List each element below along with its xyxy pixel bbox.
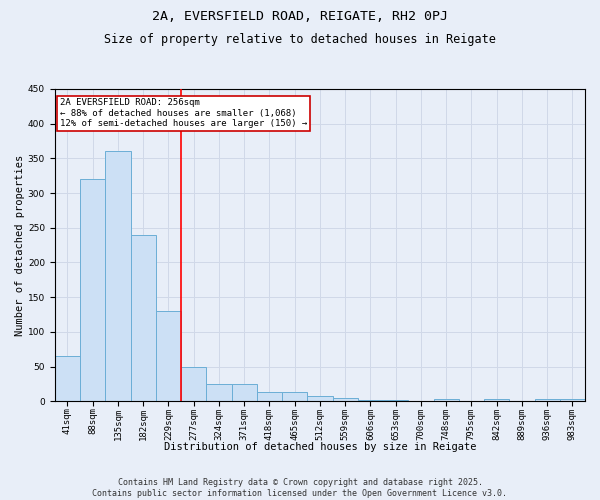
Text: Size of property relative to detached houses in Reigate: Size of property relative to detached ho… <box>104 32 496 46</box>
Bar <box>307 396 332 401</box>
Text: Contains HM Land Registry data © Crown copyright and database right 2025.
Contai: Contains HM Land Registry data © Crown c… <box>92 478 508 498</box>
Bar <box>484 399 509 401</box>
Bar <box>181 366 206 401</box>
Bar <box>358 400 383 401</box>
Y-axis label: Number of detached properties: Number of detached properties <box>15 154 25 336</box>
Bar <box>80 179 105 401</box>
Bar <box>433 399 459 401</box>
Bar <box>105 152 131 401</box>
Bar <box>131 234 156 401</box>
Text: 2A EVERSFIELD ROAD: 256sqm
← 88% of detached houses are smaller (1,068)
12% of s: 2A EVERSFIELD ROAD: 256sqm ← 88% of deta… <box>60 98 307 128</box>
X-axis label: Distribution of detached houses by size in Reigate: Distribution of detached houses by size … <box>164 442 476 452</box>
Bar <box>282 392 307 401</box>
Text: 2A, EVERSFIELD ROAD, REIGATE, RH2 0PJ: 2A, EVERSFIELD ROAD, REIGATE, RH2 0PJ <box>152 10 448 23</box>
Bar <box>535 399 560 401</box>
Bar <box>332 398 358 401</box>
Bar <box>232 384 257 401</box>
Bar <box>55 356 80 401</box>
Bar <box>560 399 585 401</box>
Bar <box>156 311 181 401</box>
Bar <box>257 392 282 401</box>
Bar <box>206 384 232 401</box>
Bar <box>383 400 408 401</box>
